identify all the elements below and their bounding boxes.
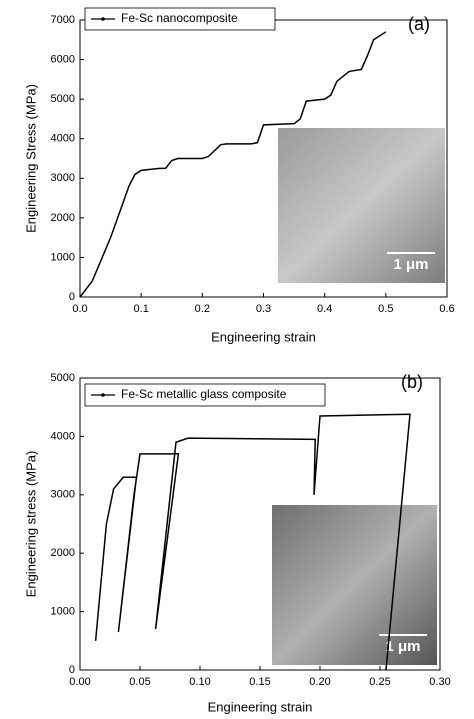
x-tick-label: 0.10	[189, 676, 210, 688]
y-tick-label: 5000	[51, 372, 75, 384]
x-tick-label: 0.2	[195, 303, 210, 315]
y-tick-label: 2000	[51, 547, 75, 559]
legend-label: Fe-Sc nanocomposite	[121, 11, 238, 25]
x-tick-label: 0.5	[378, 303, 393, 315]
x-tick-label: 0.00	[69, 676, 90, 688]
legend-marker	[101, 17, 105, 21]
inset-image	[278, 128, 445, 283]
y-tick-label: 2000	[51, 212, 75, 224]
y-tick-label: 1000	[51, 606, 75, 618]
y-tick-label: 6000	[51, 53, 75, 65]
y-axis-label: Engineering stress (MPa)	[23, 451, 38, 598]
x-tick-label: 0.20	[309, 676, 330, 688]
panel-label: (b)	[401, 372, 423, 392]
inset-image	[272, 505, 437, 665]
y-tick-label: 0	[69, 291, 75, 303]
x-tick-label: 0.30	[429, 676, 450, 688]
x-axis-label: Engineering strain	[208, 699, 313, 714]
inset-scale: 1 μm	[385, 638, 420, 655]
x-tick-label: 0.0	[72, 303, 87, 315]
y-tick-label: 5000	[51, 93, 75, 105]
x-tick-label: 0.6	[439, 303, 454, 315]
x-tick-label: 0.05	[129, 676, 150, 688]
y-tick-label: 3000	[51, 172, 75, 184]
x-axis-label: Engineering strain	[211, 329, 316, 344]
y-axis-label: Engineering Stress (MPa)	[23, 84, 38, 233]
y-tick-label: 4000	[51, 133, 75, 145]
panel-label: (a)	[408, 14, 430, 34]
y-tick-label: 7000	[51, 14, 75, 26]
x-tick-label: 0.1	[134, 303, 149, 315]
inset-scale: 1 μm	[393, 256, 428, 273]
legend-box	[84, 7, 276, 31]
x-tick-label: 0.4	[317, 303, 332, 315]
legend-marker	[101, 393, 105, 397]
legend-box	[84, 383, 326, 407]
x-tick-label: 0.25	[369, 676, 390, 688]
y-tick-label: 4000	[51, 430, 75, 442]
x-tick-label: 0.15	[249, 676, 270, 688]
y-tick-label: 1000	[51, 251, 75, 263]
data-line	[94, 413, 411, 671]
y-tick-label: 3000	[51, 489, 75, 501]
y-tick-label: 0	[69, 664, 75, 676]
legend-label: Fe-Sc metallic glass composite	[121, 387, 287, 401]
data-line	[79, 31, 387, 298]
x-tick-label: 0.3	[256, 303, 271, 315]
